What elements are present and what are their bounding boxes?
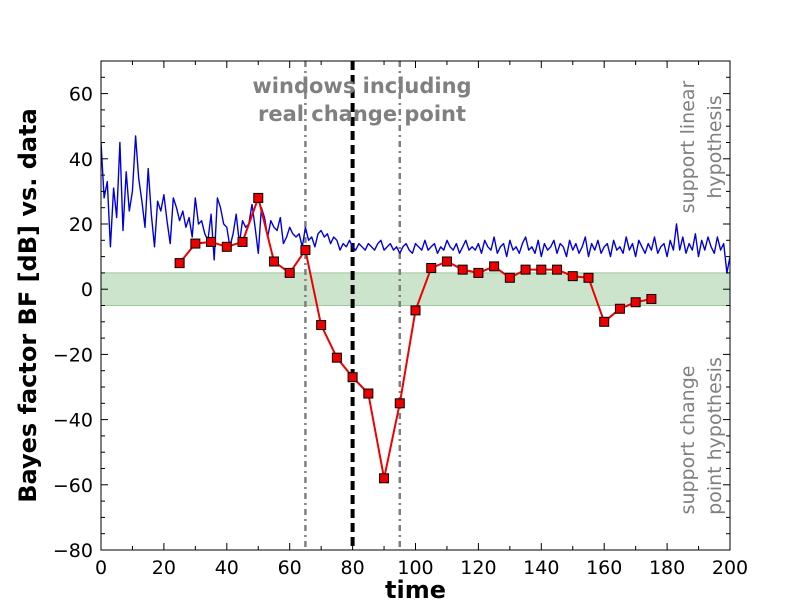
x-tick-label: 140 [523,557,559,579]
series-1-point [190,238,201,249]
y-tick-label: −80 [53,540,93,562]
series-1-point [363,388,374,399]
y-tick-label: 60 [69,84,93,106]
series-1-point [504,272,515,283]
x-tick-label: 40 [215,557,239,579]
series-1-point [599,316,610,327]
y-tick-label: 20 [69,214,93,236]
annotation-change-line1: support change [677,366,699,515]
series-1-point [646,293,657,304]
annotation-change-line2: point hypothesis [704,357,726,515]
series-1-point [174,258,185,269]
series-0-line [101,135,730,274]
series-1-point [614,303,625,314]
series-1-point [457,264,468,275]
annotation-windows-line2: real change point [258,102,466,126]
x-axis-label: time [385,576,446,604]
x-tick-label: 160 [586,557,622,579]
x-tick-label: 20 [152,557,176,579]
series-1-point [316,320,327,331]
series-1-point [536,264,547,275]
series-1-point [410,305,421,316]
x-tick-label: 100 [397,557,433,579]
series-1-point [237,236,248,247]
series-1-point [347,372,358,383]
series-1-point [567,271,578,282]
x-tick-label: 120 [460,557,496,579]
x-tick-label: 200 [712,557,748,579]
series-1-point [630,297,641,308]
annotation-linear-line1: support linear [677,80,699,213]
x-tick-label: 180 [649,557,685,579]
series-1-point [583,272,594,283]
y-tick-label: 40 [69,149,93,171]
series-1-point [394,398,405,409]
y-tick-label: 0 [81,279,93,301]
series-1-point [426,263,437,274]
series-1-point [489,261,500,272]
neutral-band [101,272,730,306]
series-1-point [268,256,279,267]
annotation-linear-line2: hypothesis [704,95,726,198]
series-1-point [520,264,531,275]
x-tick-label: 0 [95,557,107,579]
x-tick-label: 80 [341,557,365,579]
series-1-point [284,267,295,278]
x-tick-label: 60 [278,557,302,579]
series-1-point [206,236,217,247]
y-axis-label: Bayes factor BF [dB] vs. data [14,108,42,503]
series-1-point [221,241,232,252]
series-1-point [253,192,264,203]
series-1-point [552,264,563,275]
series-1-point [379,473,390,484]
annotation-windows-line1: windows including [252,74,471,98]
series-1-point [331,352,342,363]
series-1-point [300,245,311,256]
y-tick-label: −60 [53,475,93,497]
y-tick-label: −20 [53,344,93,366]
series-1-point [473,267,484,278]
series-1-point [441,256,452,267]
y-tick-label: −40 [53,410,93,432]
